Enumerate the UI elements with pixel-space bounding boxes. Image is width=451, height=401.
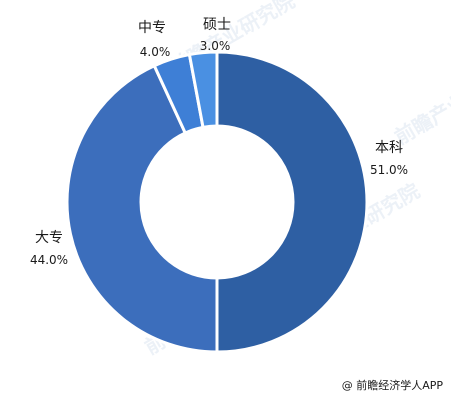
donut-slice-0 bbox=[215, 50, 369, 354]
source-credit: @ 前瞻经济学人APP bbox=[341, 379, 443, 392]
slice-label-value-shuoshi: 3.0% bbox=[199, 39, 231, 53]
watermark-text-3: 前瞻产业研究院 bbox=[391, 59, 451, 150]
slices-group bbox=[65, 50, 369, 354]
donut-slice-3 bbox=[187, 50, 219, 129]
donut-slice-1 bbox=[65, 64, 219, 354]
slice-label-value-dazhuan: 44.0% bbox=[29, 253, 69, 267]
slice-label-value-zhongzhuan: 4.0% bbox=[139, 45, 171, 59]
slice-label-name-zhongzhuan: 中专 bbox=[138, 20, 166, 36]
slice-label-name-dazhuan: 大专 bbox=[35, 230, 63, 246]
slice-label-name-benke: 本科 bbox=[375, 140, 403, 156]
slice-label-value-benke: 51.0% bbox=[369, 163, 409, 177]
slice-label-name-shuoshi: 硕士 bbox=[203, 17, 231, 33]
